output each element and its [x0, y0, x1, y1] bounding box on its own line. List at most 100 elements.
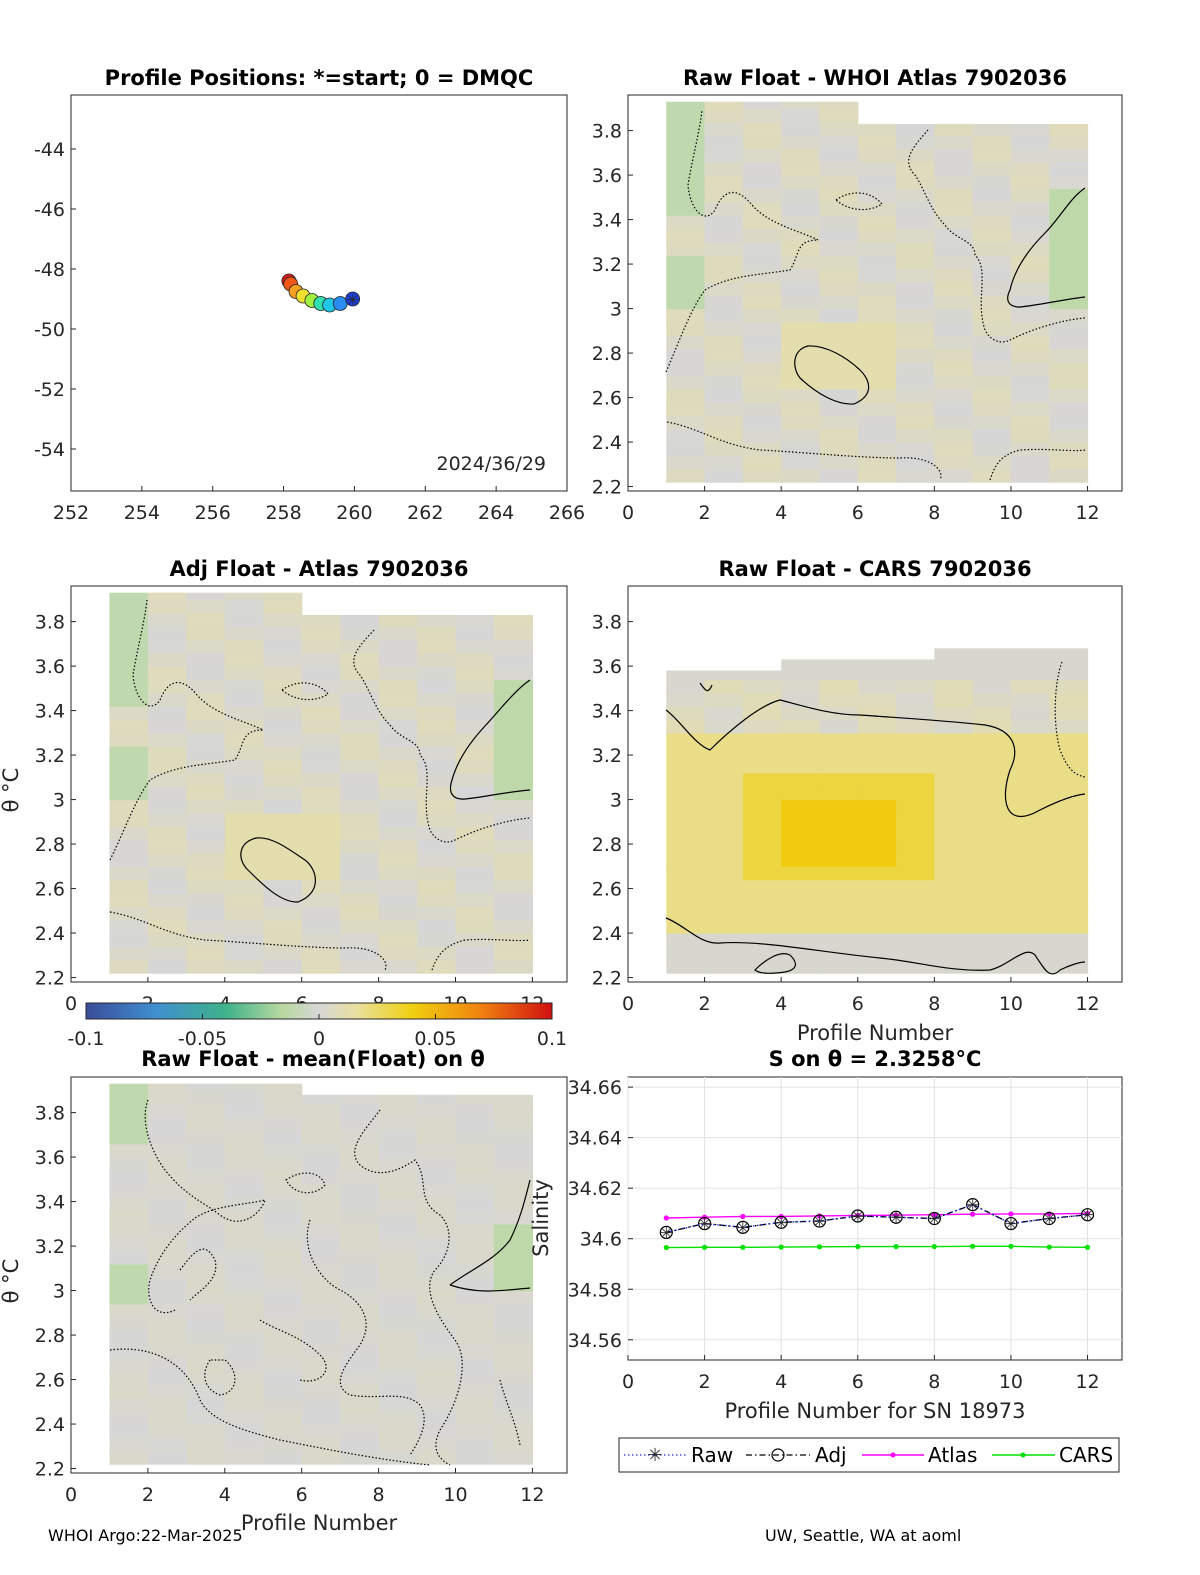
heatmap-cell — [455, 906, 495, 921]
heatmap-cell — [493, 866, 533, 881]
heatmap-cell — [742, 148, 782, 163]
heatmap-cell — [1010, 732, 1050, 747]
heatmap-cell — [378, 1210, 418, 1225]
y-tick-label: 2.8 — [35, 834, 65, 856]
heatmap-cell — [301, 1330, 341, 1345]
heatmap-cell — [263, 879, 303, 894]
heatmap-cell — [857, 919, 897, 934]
data-point: ✳ — [1081, 1206, 1094, 1225]
heatmap-cell — [972, 201, 1012, 216]
heatmap-cell — [417, 1330, 457, 1345]
heatmap-cell — [417, 1117, 457, 1131]
heatmap-cell — [1049, 746, 1089, 761]
data-point — [1046, 1244, 1052, 1250]
heatmap-cell — [1049, 268, 1089, 283]
heatmap-cell — [704, 188, 744, 203]
heatmap-cell — [493, 1290, 533, 1305]
data-point — [736, 1220, 750, 1234]
heatmap-cell — [934, 759, 974, 774]
heatmap-cell — [972, 188, 1012, 203]
heatmap-cell — [934, 946, 974, 961]
heatmap-cell — [857, 135, 897, 149]
heatmap-cell — [666, 442, 706, 457]
heatmap-cell — [666, 670, 706, 681]
heatmap-cell — [186, 919, 226, 934]
heatmap-cell — [147, 1410, 187, 1425]
heatmap-cell — [455, 1277, 495, 1292]
data-point — [970, 1211, 976, 1217]
heatmap-cell — [972, 666, 1012, 681]
heatmap-cell — [186, 1450, 226, 1465]
heatmap-cell — [340, 1290, 380, 1305]
x-tick-label: 266 — [549, 502, 585, 524]
heatmap-cell — [493, 1410, 533, 1425]
heatmap-cell — [1010, 308, 1050, 323]
heatmap-cell — [742, 812, 782, 827]
heatmap-cell — [896, 308, 935, 323]
heatmap-cell — [819, 402, 859, 416]
heatmap-cell — [455, 1397, 495, 1412]
heatmap-cell — [781, 719, 821, 734]
heatmap-cell — [301, 1384, 341, 1398]
heatmap-cell — [742, 108, 782, 123]
heatmap-cell — [972, 135, 1012, 149]
heatmap-cell — [301, 1424, 341, 1439]
heatmap-cell — [819, 375, 859, 390]
heatmap-cell — [704, 375, 744, 390]
heatmap-cell — [896, 866, 935, 881]
legend-item-atlas: Atlas — [862, 1443, 977, 1467]
heatmap-cell — [417, 1250, 457, 1265]
heatmap-cell — [455, 1357, 495, 1372]
heatmap-cell — [1049, 946, 1089, 961]
heatmap-cell — [186, 799, 226, 814]
heatmap-cell — [417, 812, 457, 827]
heatmap-cell — [109, 1117, 149, 1131]
heatmap-cell — [934, 348, 974, 363]
y-axis-label: Salinity — [529, 1179, 553, 1257]
heatmap-cell — [378, 1437, 418, 1452]
heatmap-cell — [417, 919, 457, 934]
heatmap-cell — [666, 402, 706, 416]
heatmap-cell — [493, 732, 533, 747]
heatmap-cell — [224, 1210, 264, 1225]
heatmap-cell — [186, 592, 226, 600]
heatmap-cell — [934, 826, 974, 841]
heatmap-cell — [972, 388, 1012, 403]
heatmap-cell — [819, 241, 859, 256]
heatmap-cell — [109, 1303, 149, 1318]
heatmap-cell — [455, 946, 495, 961]
heatmap-cell — [972, 442, 1012, 457]
heatmap-cell — [896, 839, 935, 854]
heatmap-cell — [224, 946, 264, 961]
heatmap-cell — [417, 1223, 457, 1238]
heatmap-cell — [1049, 295, 1089, 310]
heatmap-cell — [455, 1343, 495, 1358]
heatmap-cell — [378, 1223, 418, 1238]
heatmap-cell — [455, 866, 495, 881]
profile-markers: ✳ — [281, 273, 361, 313]
heatmap-cell — [742, 839, 782, 854]
heatmap-cell — [301, 1094, 341, 1105]
heatmap-cell — [224, 1237, 264, 1252]
legend-item-cars: CARS — [992, 1443, 1113, 1467]
x-axis-label: Profile Number for SN 18973 — [724, 1399, 1025, 1423]
colorbar: -0.1 -0.05 0 0.05 0.1 — [67, 1002, 567, 1050]
heatmap-cell — [781, 388, 821, 403]
legend-label: Adj — [815, 1443, 847, 1467]
heatmap-cell — [857, 188, 897, 203]
y-axis-label: θ °C — [0, 768, 23, 813]
heatmap-cell — [147, 1237, 187, 1252]
heatmap-cell — [340, 946, 380, 961]
heatmap-cell — [704, 732, 744, 747]
heatmap-cell — [186, 1157, 226, 1172]
heatmap-cell — [186, 666, 226, 681]
heatmap-cell — [147, 1370, 187, 1385]
heatmap-cell — [781, 402, 821, 416]
heatmap-cell — [340, 1437, 380, 1452]
heatmap-cell — [378, 879, 418, 894]
heatmap-cell — [455, 692, 495, 707]
heatmap-cell — [819, 879, 859, 894]
y-tick-label: 3 — [610, 790, 622, 812]
data-point — [659, 1225, 673, 1239]
heatmap-cell — [378, 906, 418, 921]
